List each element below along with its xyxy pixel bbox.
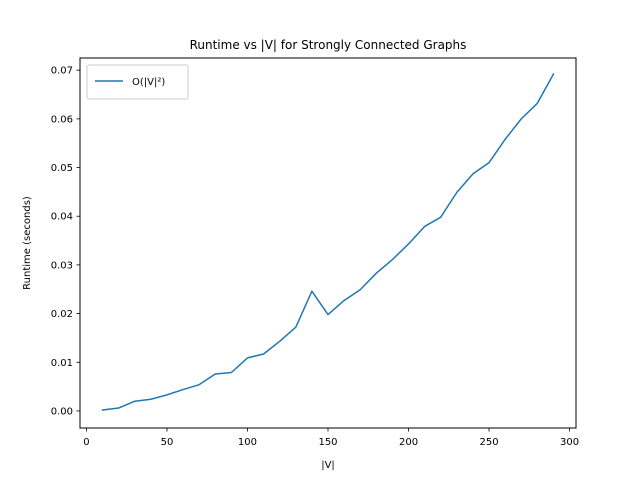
legend: O(|V|²) xyxy=(86,64,189,100)
y-tick-label: 0.04 xyxy=(51,212,73,223)
x-tick-label: 200 xyxy=(399,437,418,448)
y-tick-label: 0.00 xyxy=(51,406,73,417)
series-layer xyxy=(101,73,555,411)
legend-entry-label: O(|V|²) xyxy=(132,77,165,88)
x-tick-label: 100 xyxy=(238,437,257,448)
y-axis-label: Runtime (seconds) xyxy=(22,196,33,290)
y-tick-label: 0.05 xyxy=(51,163,73,174)
axes-frame xyxy=(79,57,577,429)
y-tick-label: 0.02 xyxy=(51,309,73,320)
y-tick-label: 0.01 xyxy=(51,358,73,369)
series-line xyxy=(101,73,555,411)
x-tick-label: 50 xyxy=(161,437,174,448)
legend-box xyxy=(86,64,189,100)
y-tick-label: 0.06 xyxy=(51,114,73,125)
chart-title: Runtime vs |V| for Strongly Connected Gr… xyxy=(190,38,467,52)
x-tick-label: 250 xyxy=(479,437,498,448)
x-axis: 0 50 100 150 200 250 300 xyxy=(83,428,579,448)
y-tick-label: 0.07 xyxy=(51,66,73,77)
y-tick-label: 0.03 xyxy=(51,260,73,271)
x-axis-label: |V| xyxy=(321,460,335,471)
y-axis: 0.00 0.01 0.02 0.03 0.04 0.05 0.06 0.07 xyxy=(51,66,80,417)
x-tick-label: 150 xyxy=(318,437,337,448)
x-tick-label: 0 xyxy=(83,437,89,448)
x-tick-label: 300 xyxy=(560,437,579,448)
